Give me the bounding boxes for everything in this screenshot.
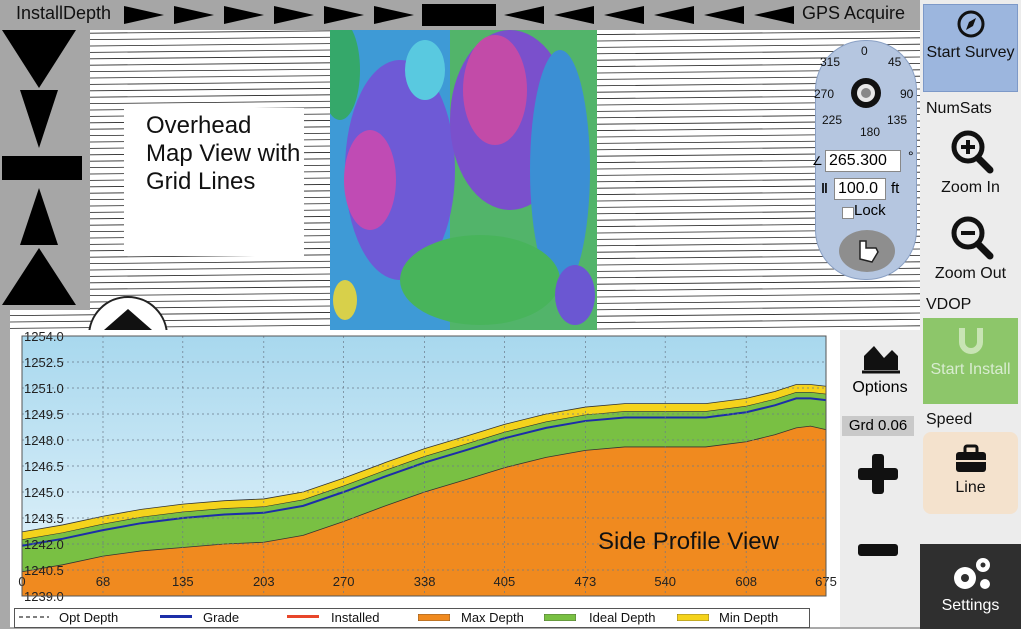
x-tick-label: 540	[654, 574, 676, 589]
y-tick-label: 1242.0	[24, 537, 64, 552]
grade-line	[21, 397, 827, 547]
distance-unit: ft	[891, 180, 900, 197]
compass-deg-180: 180	[860, 125, 881, 139]
compass-icon	[957, 10, 984, 38]
legend-swatch-installed	[287, 615, 319, 618]
angle-icon: ∠	[812, 154, 823, 168]
legend-swatch-max-depth	[418, 614, 450, 621]
compass-deg-225: 225	[822, 113, 843, 127]
side-profile-chart[interactable]: 0 68 135 203 270 338 405 473 540 608 675 1239.0 124…	[10, 330, 840, 627]
start-survey-label: Start Survey	[926, 44, 1015, 61]
numsats-label: NumSats	[926, 100, 992, 117]
overhead-view-label: Overhead Map View with Grid Lines	[124, 108, 304, 256]
x-tick-label: 473	[575, 574, 597, 589]
y-tick-label: 1243.5	[24, 511, 64, 526]
settings-label: Settings	[941, 597, 1000, 614]
compass-widget: 0 45 90 135 180 225 270 315 ∠ 265.300 ° …	[812, 40, 917, 280]
profile-controls: Options Grd 0.06	[840, 330, 920, 627]
magnet-icon	[958, 328, 983, 354]
x-tick-label: 135	[172, 574, 194, 589]
legend-item: Grade	[203, 610, 240, 625]
install-depth-label: InstallDepth	[16, 3, 112, 23]
grade-readout: Grd 0.06	[842, 416, 914, 436]
depth-indicator	[0, 30, 90, 310]
zoom-in-label: Zoom In	[941, 179, 1000, 196]
settings-button[interactable]: Settings	[920, 544, 1021, 629]
x-tick-label: 203	[253, 574, 275, 589]
compass-deg-270: 270	[814, 87, 835, 101]
compass-deg-315: 315	[820, 55, 841, 69]
vdop-label: VDOP	[926, 296, 972, 313]
start-install-label: Start Install	[930, 361, 1011, 378]
distance-input[interactable]: 100.0	[834, 178, 886, 200]
legend-swatch-grade	[160, 615, 192, 618]
profile-plot: 0 68 135 203 270 338 405 473 540 608 675 1239.0124…	[10, 330, 840, 627]
options-label: Options	[852, 379, 908, 396]
x-tick-label: 270	[333, 574, 355, 589]
max-depth-area	[22, 426, 826, 596]
compass-dial-icon[interactable]	[849, 76, 883, 110]
lock-label: Lock	[854, 202, 886, 219]
zoom-out-icon	[951, 216, 993, 260]
heading-unit: °	[908, 148, 914, 164]
survey-heatmap	[330, 30, 597, 330]
y-tick-label: 1252.5	[24, 355, 64, 370]
lock-checkbox[interactable]	[842, 207, 854, 219]
ideal-depth-line	[21, 392, 827, 540]
y-tick-label: 1245.0	[24, 485, 64, 500]
briefcase-icon	[955, 444, 986, 472]
min-depth-line	[21, 384, 827, 533]
y-tick-label: 1248.0	[24, 433, 64, 448]
direction-arrows-icon	[124, 4, 794, 26]
zoom-in-icon	[951, 130, 993, 174]
chart-legend: Opt Depth Grade Installed Max Depth Idea…	[14, 608, 810, 628]
depth-triangles-icon	[2, 30, 82, 305]
y-tick-label: 1240.5	[24, 563, 64, 578]
speed-label: Speed	[926, 411, 973, 428]
x-tick-label: 338	[414, 574, 436, 589]
x-tick-label: 405	[494, 574, 516, 589]
pan-hand-button[interactable]	[838, 229, 896, 273]
legend-item: Min Depth	[719, 610, 779, 625]
y-tick-label: 1246.5	[24, 459, 64, 474]
line-button[interactable]: Line	[923, 432, 1018, 514]
gps-status-label: GPS Acquire	[802, 3, 906, 23]
side-panel: Start Survey NumSats Zoom In Zoom Out VD…	[920, 0, 1021, 629]
y-tick-label: 1251.0	[24, 381, 64, 396]
heading-input[interactable]: 265.300	[825, 150, 901, 172]
line-label: Line	[955, 479, 986, 496]
max-depth-line	[21, 425, 827, 573]
legend-item: Max Depth	[461, 610, 524, 625]
compass-deg-135: 135	[887, 113, 908, 127]
legend-swatch-opt-depth	[19, 616, 49, 618]
legend-item: Ideal Depth	[589, 610, 656, 625]
plus-button[interactable]	[856, 452, 900, 496]
hand-icon	[859, 240, 879, 263]
legend-swatch-min-depth	[677, 614, 709, 621]
y-tick-label: 1249.5	[24, 407, 64, 422]
compass-deg-0: 0	[861, 44, 868, 58]
legend-swatch-ideal-depth	[544, 614, 576, 621]
y-tick-label: 1254.0	[24, 330, 64, 344]
legend-item: Installed	[331, 610, 380, 625]
options-button[interactable]: Options	[840, 340, 920, 397]
zoom-out-button[interactable]: Zoom Out	[923, 214, 1018, 286]
area-chart-icon	[862, 346, 900, 374]
start-install-button[interactable]: Start Install	[923, 318, 1018, 404]
compass-deg-90: 90	[900, 87, 914, 101]
start-survey-button[interactable]: Start Survey	[923, 4, 1018, 92]
minus-button[interactable]	[856, 540, 900, 560]
legend-item: Opt Depth	[59, 610, 119, 625]
zoom-out-label: Zoom Out	[934, 265, 1007, 282]
profile-view-label: Side Profile View	[598, 528, 779, 555]
compass-deg-45: 45	[888, 55, 902, 69]
gears-icon	[953, 558, 990, 589]
x-tick-label: 68	[96, 574, 110, 589]
top-status-bar: InstallDepth GPS Acquire	[0, 0, 920, 30]
parallel-icon: ‖	[821, 180, 828, 196]
zoom-in-button[interactable]: Zoom In	[923, 128, 1018, 200]
x-tick-label: 608	[735, 574, 757, 589]
